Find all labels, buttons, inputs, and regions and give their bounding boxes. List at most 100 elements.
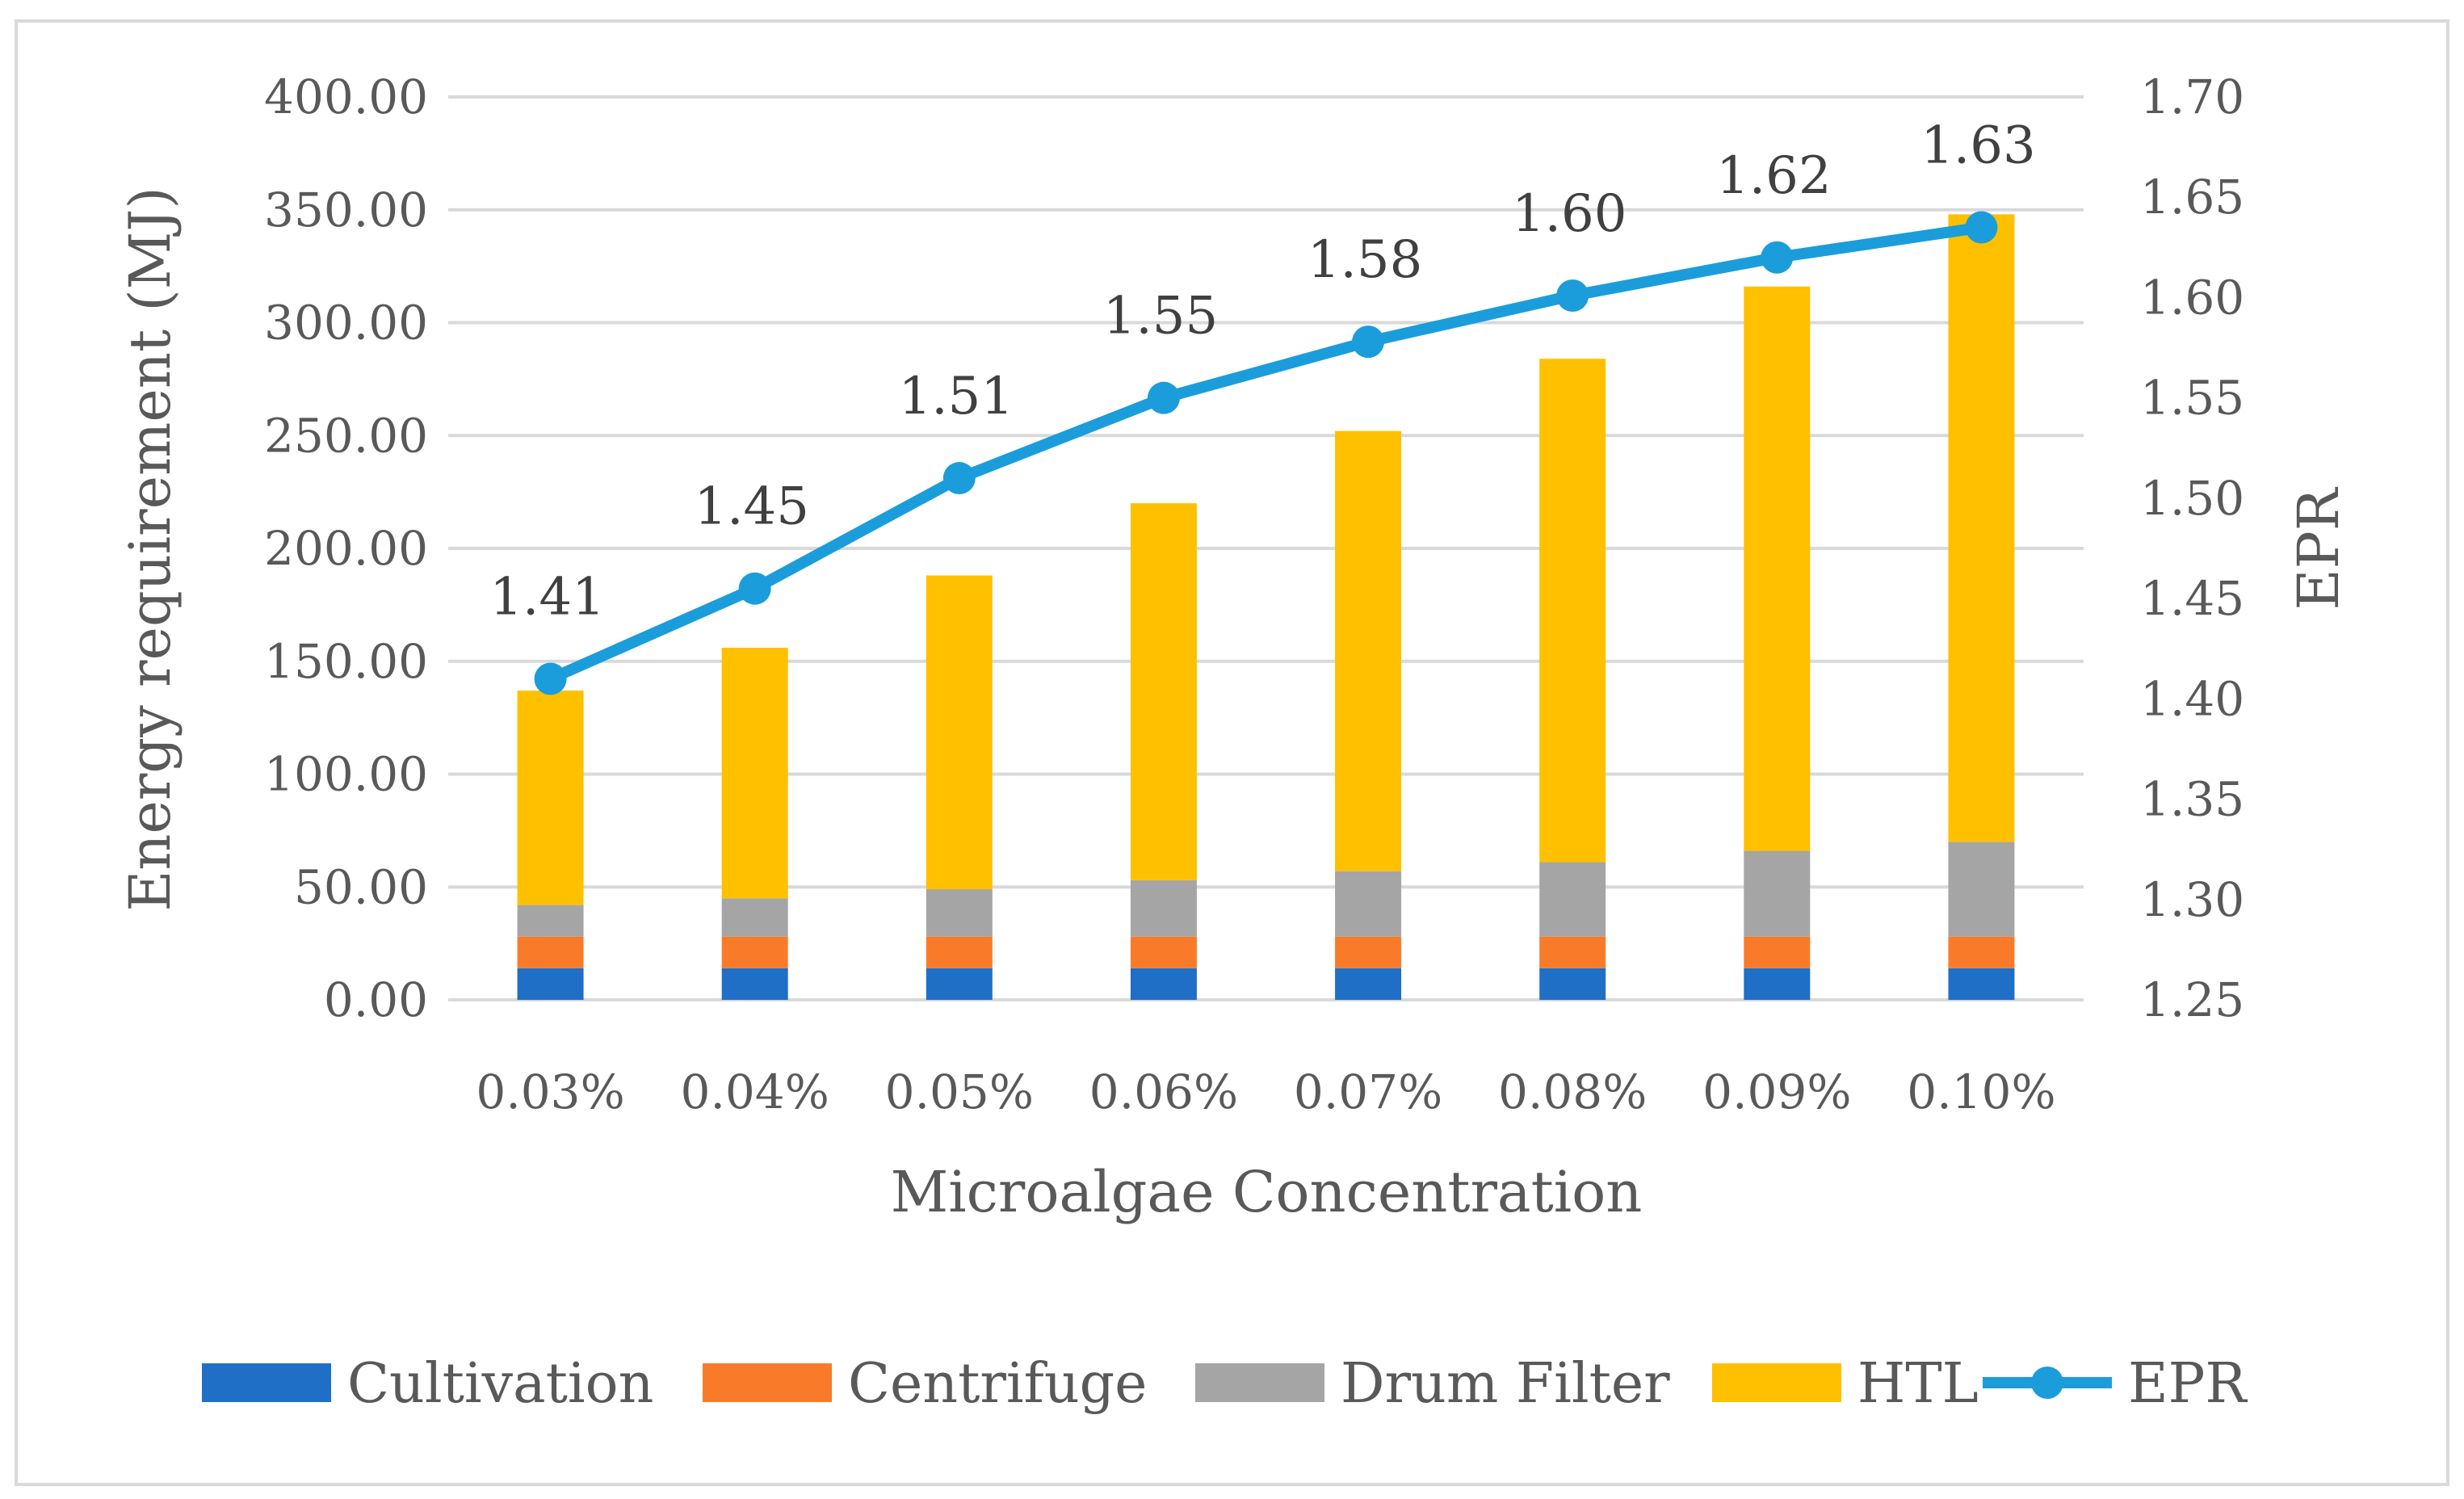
legend-label-epr: EPR [2128,1352,2248,1416]
bar-drum-filter [926,889,993,937]
x-tick-label: 0.10% [1907,1064,2055,1119]
y2-tick-label: 1.25 [2140,972,2244,1027]
x-tick-label: 0.04% [681,1064,829,1119]
legend: Cultivation Centrifuge Drum Filter HTL EPR [202,1352,2248,1416]
bar-drum-filter [1948,842,2015,937]
bar-centrifuge [1130,936,1197,968]
bar-htl [1539,359,1606,863]
bar-cultivation [1948,968,2015,1000]
bar-drum-filter [721,898,788,937]
y-tick-label: 250.00 [264,408,428,463]
y-axis-right: 1.25 1.30 1.35 1.40 1.45 1.50 1.55 1.60 1.65 1.70 [2140,69,2244,1027]
legend-swatch-htl [1712,1363,1841,1402]
bar-drum-filter [517,905,584,937]
legend-label-htl: HTL [1857,1352,1979,1416]
x-tick-label: 0.05% [885,1064,1034,1119]
bar-cultivation [926,968,993,1000]
data-labels: 1.41 1.45 1.51 1.55 1.58 1.60 1.62 1.63 [489,115,2035,627]
legend-label-cultivation: Cultivation [347,1352,653,1416]
y2-tick-label: 1.45 [2140,571,2244,626]
epr-point [1965,211,1998,244]
bar-cultivation [1130,968,1197,1000]
y-tick-label: 150.00 [264,634,428,689]
epr-point [738,572,771,605]
y-axis-title: Energy requirement (MJ) [117,187,183,911]
epr-point [534,662,567,695]
x-tick-label: 0.03% [476,1064,624,1119]
gridlines [448,95,2084,1001]
legend-swatch-drum-filter [1195,1363,1324,1402]
x-tick-label: 0.09% [1702,1064,1851,1119]
epr-line-path [544,221,1988,685]
epr-data-label: 1.51 [899,367,1014,426]
epr-point [942,462,976,495]
y-tick-label: 300.00 [264,296,428,351]
epr-point [1352,325,1385,359]
y2-tick-label: 1.50 [2140,471,2244,526]
epr-point [1556,279,1589,312]
bar-drum-filter [1335,871,1402,937]
x-tick-label: 0.06% [1089,1064,1238,1119]
bar-centrifuge [1948,936,2015,968]
bar-htl [517,691,584,905]
bars [517,214,2015,1000]
epr-data-label: 1.55 [1103,287,1219,346]
epr-data-label: 1.62 [1716,146,1832,206]
y-axis-left: 0.00 50.00 100.00 150.00 200.00 250.00 300.00 3… [264,69,428,1027]
y-tick-label: 350.00 [264,183,428,237]
y-tick-label: 100.00 [264,747,428,802]
bar-drum-filter [1539,862,1606,937]
epr-data-label: 1.60 [1512,184,1627,244]
y2-tick-label: 1.35 [2140,772,2244,827]
bar-htl [926,575,993,890]
legend-swatch-centrifuge [703,1363,832,1402]
legend-swatch-cultivation [202,1363,331,1402]
legend-label-centrifuge: Centrifuge [848,1352,1147,1416]
bar-htl [1335,430,1402,871]
x-axis-title: Microalgae Concentration [891,1159,1643,1225]
x-tick-label: 0.07% [1294,1064,1442,1119]
epr-data-label: 1.41 [489,567,605,627]
chart-frame [15,19,2449,1486]
bar-centrifuge [1539,936,1606,968]
epr-data-label: 1.63 [1920,115,2036,175]
y-tick-label: 400.00 [264,69,428,124]
epr-point [1147,381,1180,414]
bar-cultivation [517,968,584,1000]
y2-tick-label: 1.30 [2140,872,2244,927]
epr-data-label: 1.45 [694,477,809,537]
bar-drum-filter [1744,850,1811,937]
epr-data-label: 1.58 [1308,230,1423,290]
y-tick-label: 50.00 [294,859,428,914]
bar-cultivation [1744,968,1811,1000]
bar-centrifuge [517,936,584,968]
epr-line [534,211,1998,695]
y2-tick-label: 1.70 [2140,69,2244,124]
x-axis: 0.03% 0.04% 0.05% 0.06% 0.07% 0.08% 0.09% 0.10% [476,1064,2055,1119]
bar-htl [1948,214,2015,842]
bar-cultivation [1335,968,1402,1000]
y2-tick-label: 1.55 [2140,371,2244,426]
epr-point [1761,241,1794,274]
y2-tick-label: 1.60 [2140,270,2244,325]
bar-htl [1744,286,1811,851]
legend-marker-epr [2031,1367,2063,1399]
bar-centrifuge [721,936,788,968]
y2-axis-title: EPR [2286,486,2352,610]
bar-drum-filter [1130,880,1197,937]
y-tick-label: 0.00 [324,972,428,1027]
bar-centrifuge [926,936,993,968]
x-tick-label: 0.08% [1498,1064,1647,1119]
bar-cultivation [721,968,788,1000]
legend-label-drum-filter: Drum Filter [1341,1352,1670,1416]
bar-htl [721,647,788,899]
bar-htl [1130,503,1197,880]
bar-cultivation [1539,968,1606,1000]
bar-centrifuge [1335,936,1402,968]
y2-tick-label: 1.65 [2140,170,2244,225]
y2-tick-label: 1.40 [2140,671,2244,726]
y-tick-label: 200.00 [264,521,428,576]
bar-centrifuge [1744,936,1811,968]
